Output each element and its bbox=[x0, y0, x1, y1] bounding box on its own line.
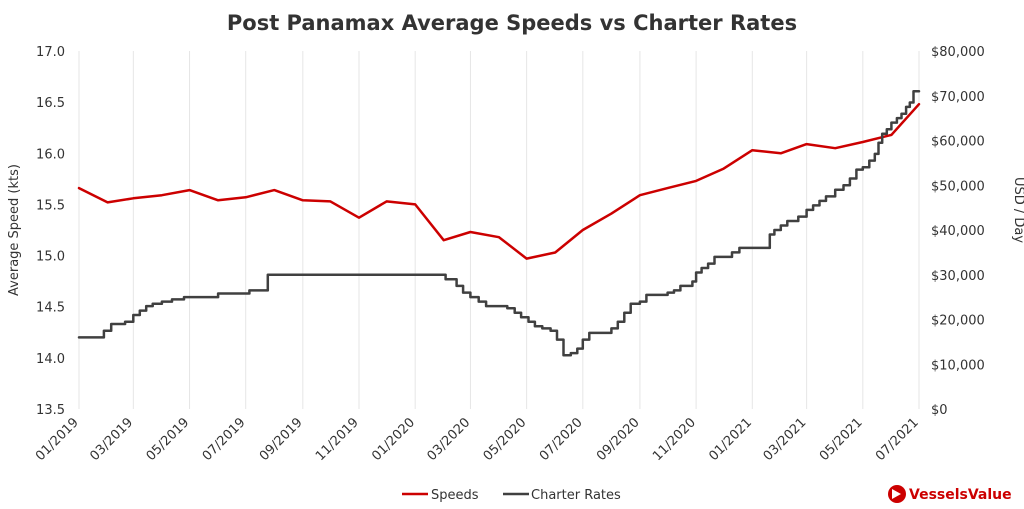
y-left-tick-label: 15.0 bbox=[36, 250, 65, 265]
x-tick-label: 03/2021 bbox=[761, 415, 810, 464]
x-tick-label: 01/2019 bbox=[33, 415, 82, 464]
grid-layer bbox=[78, 51, 920, 409]
x-tick-label: 05/2020 bbox=[481, 415, 530, 464]
y-right-tick-label: $40,000 bbox=[931, 224, 985, 239]
series-layer bbox=[77, 90, 921, 357]
x-tick-label: 11/2019 bbox=[313, 415, 362, 464]
brand-logo: VesselsValue bbox=[888, 485, 1012, 503]
x-tick-label: 09/2020 bbox=[594, 415, 643, 464]
x-tick-label: 01/2021 bbox=[706, 415, 755, 464]
y-right-tick-label: $70,000 bbox=[931, 90, 985, 105]
y-left-tick-label: 15.5 bbox=[36, 198, 65, 213]
x-axis-ticks: 01/2019 03/2019 05/2019 07/2019 09/2019 11/20… bbox=[33, 415, 922, 464]
x-tick-label: 05/2019 bbox=[144, 415, 193, 464]
y-right-tick-label: $60,000 bbox=[931, 135, 985, 150]
brand-logo-chevron bbox=[892, 489, 901, 499]
legend-charter-label: Charter Rates bbox=[531, 488, 621, 503]
x-tick-label: 03/2020 bbox=[424, 415, 473, 464]
brand-name: VesselsValue bbox=[909, 487, 1012, 503]
y-left-tick-label: 14.5 bbox=[36, 301, 65, 316]
x-tick-label: 03/2019 bbox=[87, 415, 136, 464]
y-axis-left-label: Average Speed (kts) bbox=[7, 164, 22, 296]
y-left-tick-label: 14.0 bbox=[36, 352, 65, 367]
x-tick-label: 01/2020 bbox=[369, 415, 418, 464]
x-tick-label: 07/2020 bbox=[537, 415, 586, 464]
y-right-tick-label: $10,000 bbox=[931, 358, 985, 373]
y-axis-right-label: USD / Day bbox=[1011, 177, 1024, 243]
legend: Speeds Charter Rates bbox=[402, 488, 621, 503]
x-tick-label: 09/2019 bbox=[257, 415, 306, 464]
legend-speeds-label: Speeds bbox=[431, 488, 479, 503]
x-tick-label: 07/2021 bbox=[873, 415, 922, 464]
x-tick-label: 11/2020 bbox=[650, 415, 699, 464]
x-tick-label: 07/2019 bbox=[200, 415, 249, 464]
charter-rates-line bbox=[77, 90, 921, 357]
y-right-tick-label: $20,000 bbox=[931, 314, 985, 329]
y-left-tick-label: 16.5 bbox=[36, 96, 65, 111]
y-left-tick-label: 16.0 bbox=[36, 147, 65, 162]
x-tick-label: 05/2021 bbox=[817, 415, 866, 464]
y-right-tick-label: $50,000 bbox=[931, 179, 985, 194]
right-axis-ticks: $0 $10,000 $20,000 $30,000 $40,000 $50,000 $60… bbox=[931, 45, 985, 418]
chart-title: Post Panamax Average Speeds vs Charter R… bbox=[227, 11, 797, 35]
y-right-tick-label: $30,000 bbox=[931, 269, 985, 284]
y-left-tick-label: 17.0 bbox=[36, 45, 65, 60]
speeds-line bbox=[77, 102, 921, 260]
y-left-tick-label: 13.5 bbox=[36, 403, 65, 418]
y-right-tick-label: $80,000 bbox=[931, 45, 985, 60]
left-axis-ticks: 13.5 14.0 14.5 15.0 15.5 16.0 16.5 17.0 bbox=[36, 45, 65, 418]
y-right-tick-label: $0 bbox=[931, 403, 948, 418]
